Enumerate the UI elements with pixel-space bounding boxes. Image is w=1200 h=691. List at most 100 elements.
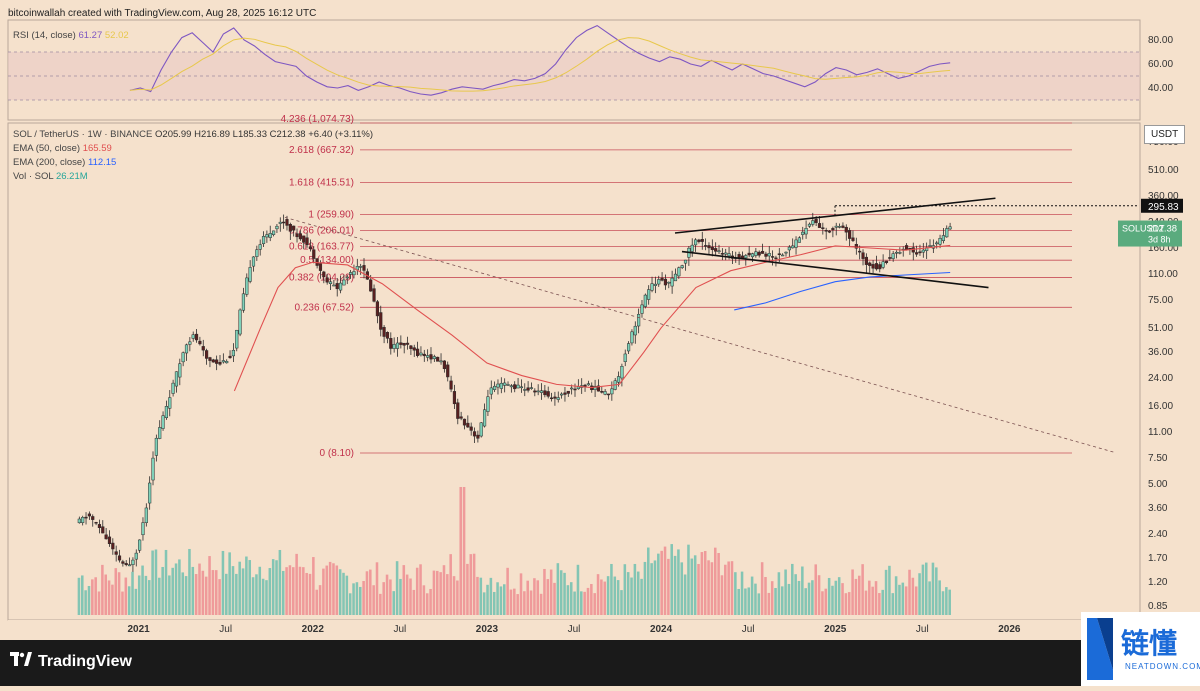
candle-body <box>817 223 822 228</box>
volume-bar <box>653 560 657 615</box>
candle-body <box>493 385 497 390</box>
candle-body <box>616 376 621 383</box>
candle-body <box>288 224 292 232</box>
volume-bar <box>496 582 499 615</box>
volume-bar <box>194 574 198 615</box>
volume-bar <box>405 574 409 615</box>
volume-bar <box>402 565 406 615</box>
volume-bar <box>569 582 573 615</box>
volume-bar <box>466 563 469 615</box>
candle-body <box>519 386 524 389</box>
candle-body <box>546 391 550 397</box>
volume-bar <box>164 549 168 615</box>
candle-body <box>131 559 135 565</box>
volume-bar <box>744 588 747 615</box>
candle-body <box>677 267 681 277</box>
volume-bar <box>395 561 399 615</box>
candle-body <box>462 418 467 426</box>
volume-bar <box>87 585 91 615</box>
candle-body <box>178 363 182 378</box>
volume-bar <box>338 569 342 615</box>
volume-bar <box>529 590 533 615</box>
candle-body <box>827 230 832 233</box>
volume-bar <box>154 549 158 615</box>
candle-body <box>278 221 282 224</box>
candle-body <box>918 251 922 254</box>
volume-bar <box>680 562 684 615</box>
volume-bar <box>640 578 643 615</box>
volume-bar <box>456 580 459 615</box>
candle-body <box>164 406 168 418</box>
volume-bar <box>124 577 128 615</box>
volume-bar <box>623 564 627 615</box>
candle-body <box>349 272 353 275</box>
x-axis-label: 2021 <box>127 624 150 635</box>
candle-body <box>576 386 580 390</box>
candle-body <box>416 348 420 356</box>
volume-bar <box>908 569 911 615</box>
volume-bar <box>633 563 637 615</box>
candle-body <box>235 329 239 349</box>
volume-bar <box>707 560 710 615</box>
tradingview-logo[interactable]: TradingView <box>10 652 132 671</box>
volume-bar <box>811 580 814 615</box>
candle-body <box>285 219 289 226</box>
volume-bar <box>348 593 352 615</box>
volume-bar <box>84 590 87 615</box>
volume-bar <box>539 593 543 615</box>
candle-body <box>600 391 604 393</box>
candle-body <box>935 242 939 245</box>
volume-bar <box>214 570 218 615</box>
candle-body <box>325 277 329 283</box>
candle-body <box>620 366 624 379</box>
candle-body <box>268 233 272 238</box>
candle-body <box>630 331 634 344</box>
volume-bar <box>710 562 714 615</box>
candle-body <box>127 564 132 567</box>
volume-bar <box>878 593 881 615</box>
candle-body <box>402 342 406 346</box>
candle-body <box>693 239 698 246</box>
volume-bar <box>248 560 252 615</box>
volume-bar <box>452 576 456 615</box>
volume-bar <box>161 566 164 615</box>
target-price-tag <box>1141 198 1183 213</box>
volume-bar <box>894 576 898 615</box>
volume-bar <box>459 487 463 615</box>
candle-body <box>700 239 704 242</box>
volume-bar <box>111 584 114 615</box>
fib-level-label: 0.618 (163.77) <box>289 241 354 252</box>
candle-body <box>653 283 657 286</box>
candle-body <box>359 266 363 268</box>
volume-bar <box>91 579 94 615</box>
volume-bar <box>409 578 412 615</box>
candle-body <box>667 281 671 284</box>
candle-body <box>295 233 299 238</box>
candle-body <box>399 342 403 345</box>
candle-body <box>864 256 868 265</box>
volume-bar <box>519 573 523 615</box>
currency-selector[interactable]: USDT <box>1144 125 1186 144</box>
price-tick-label: 1.20 <box>1148 577 1168 588</box>
volume-bar <box>780 586 784 615</box>
volume-bar <box>121 591 124 615</box>
candle-body <box>198 340 202 345</box>
volume-bar <box>683 574 687 615</box>
volume-bar <box>891 593 895 615</box>
volume-bar <box>898 584 901 615</box>
volume-bar <box>797 580 801 615</box>
volume-bar <box>422 585 426 615</box>
volume-bar <box>292 567 295 615</box>
volume-bar <box>486 584 489 615</box>
candle-body <box>797 237 801 243</box>
candle-body <box>583 384 587 387</box>
candle-body <box>724 252 728 255</box>
candle-body <box>673 273 678 282</box>
candle-body <box>623 353 627 362</box>
ema200-line <box>734 271 951 311</box>
candle-body <box>573 388 577 391</box>
volume-bar <box>235 573 238 615</box>
volume-bar <box>606 576 610 615</box>
candle-body <box>513 384 517 390</box>
candle-body <box>472 431 477 437</box>
